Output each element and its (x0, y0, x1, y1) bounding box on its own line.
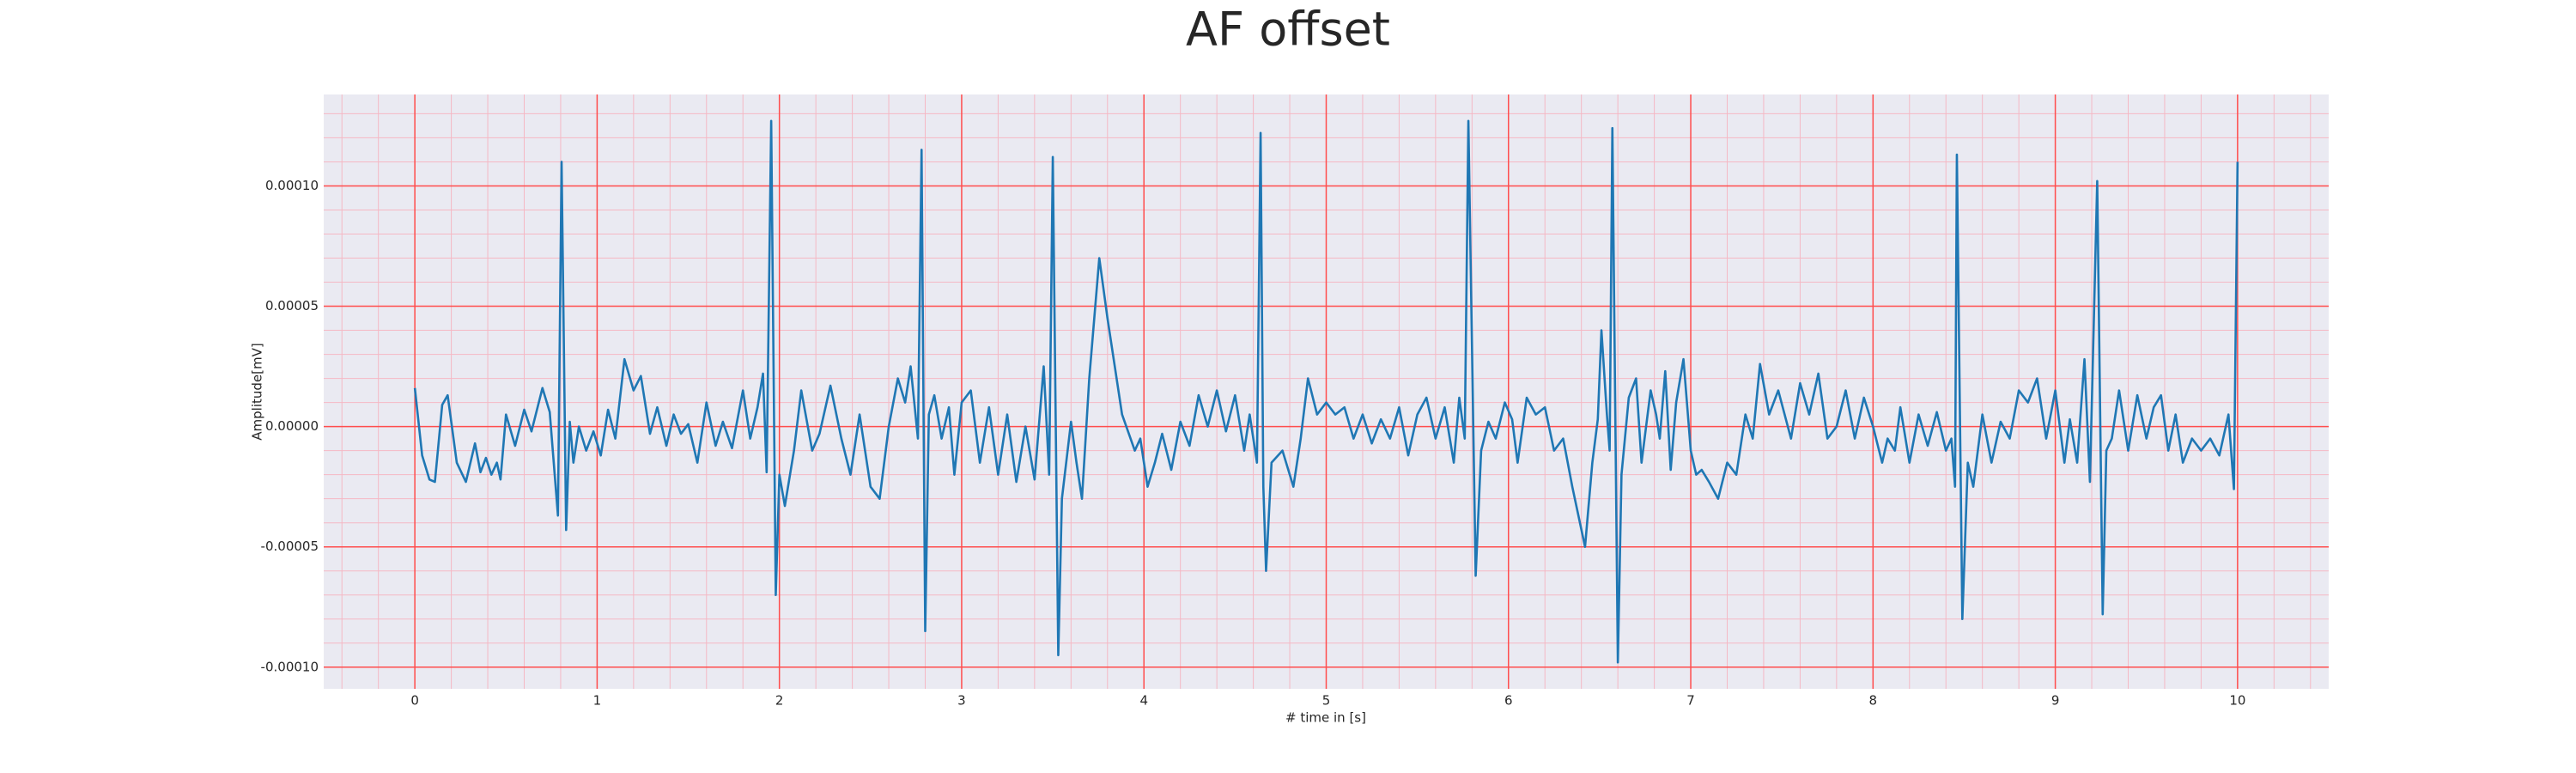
x-tick-label: 1 (593, 693, 602, 709)
signal-line (413, 119, 2239, 664)
x-tick-label: 4 (1139, 693, 1148, 709)
y-tick-label: -0.00005 (261, 539, 319, 554)
x-tick-label: 5 (1322, 693, 1331, 709)
x-tick-label: 10 (2229, 693, 2245, 709)
chart-title: AF offset (1186, 3, 1390, 57)
y-tick-label: 0.00005 (265, 298, 319, 313)
x-tick-label: 0 (410, 693, 419, 709)
x-tick-label: 2 (775, 693, 784, 709)
x-tick-label: 6 (1504, 693, 1513, 709)
x-tick-label: 7 (1686, 693, 1695, 709)
x-tick-label: 9 (2051, 693, 2060, 709)
x-tick-label: 8 (1869, 693, 1878, 709)
y-axis-label: Amplitude[mV] (250, 343, 265, 440)
y-tick-label: -0.00010 (261, 659, 319, 674)
y-tick-label: 0.00010 (265, 178, 319, 193)
x-axis-label: # time in [s] (1285, 710, 1366, 726)
x-tick-label: 3 (957, 693, 966, 709)
y-tick-label: 0.00000 (265, 418, 319, 434)
